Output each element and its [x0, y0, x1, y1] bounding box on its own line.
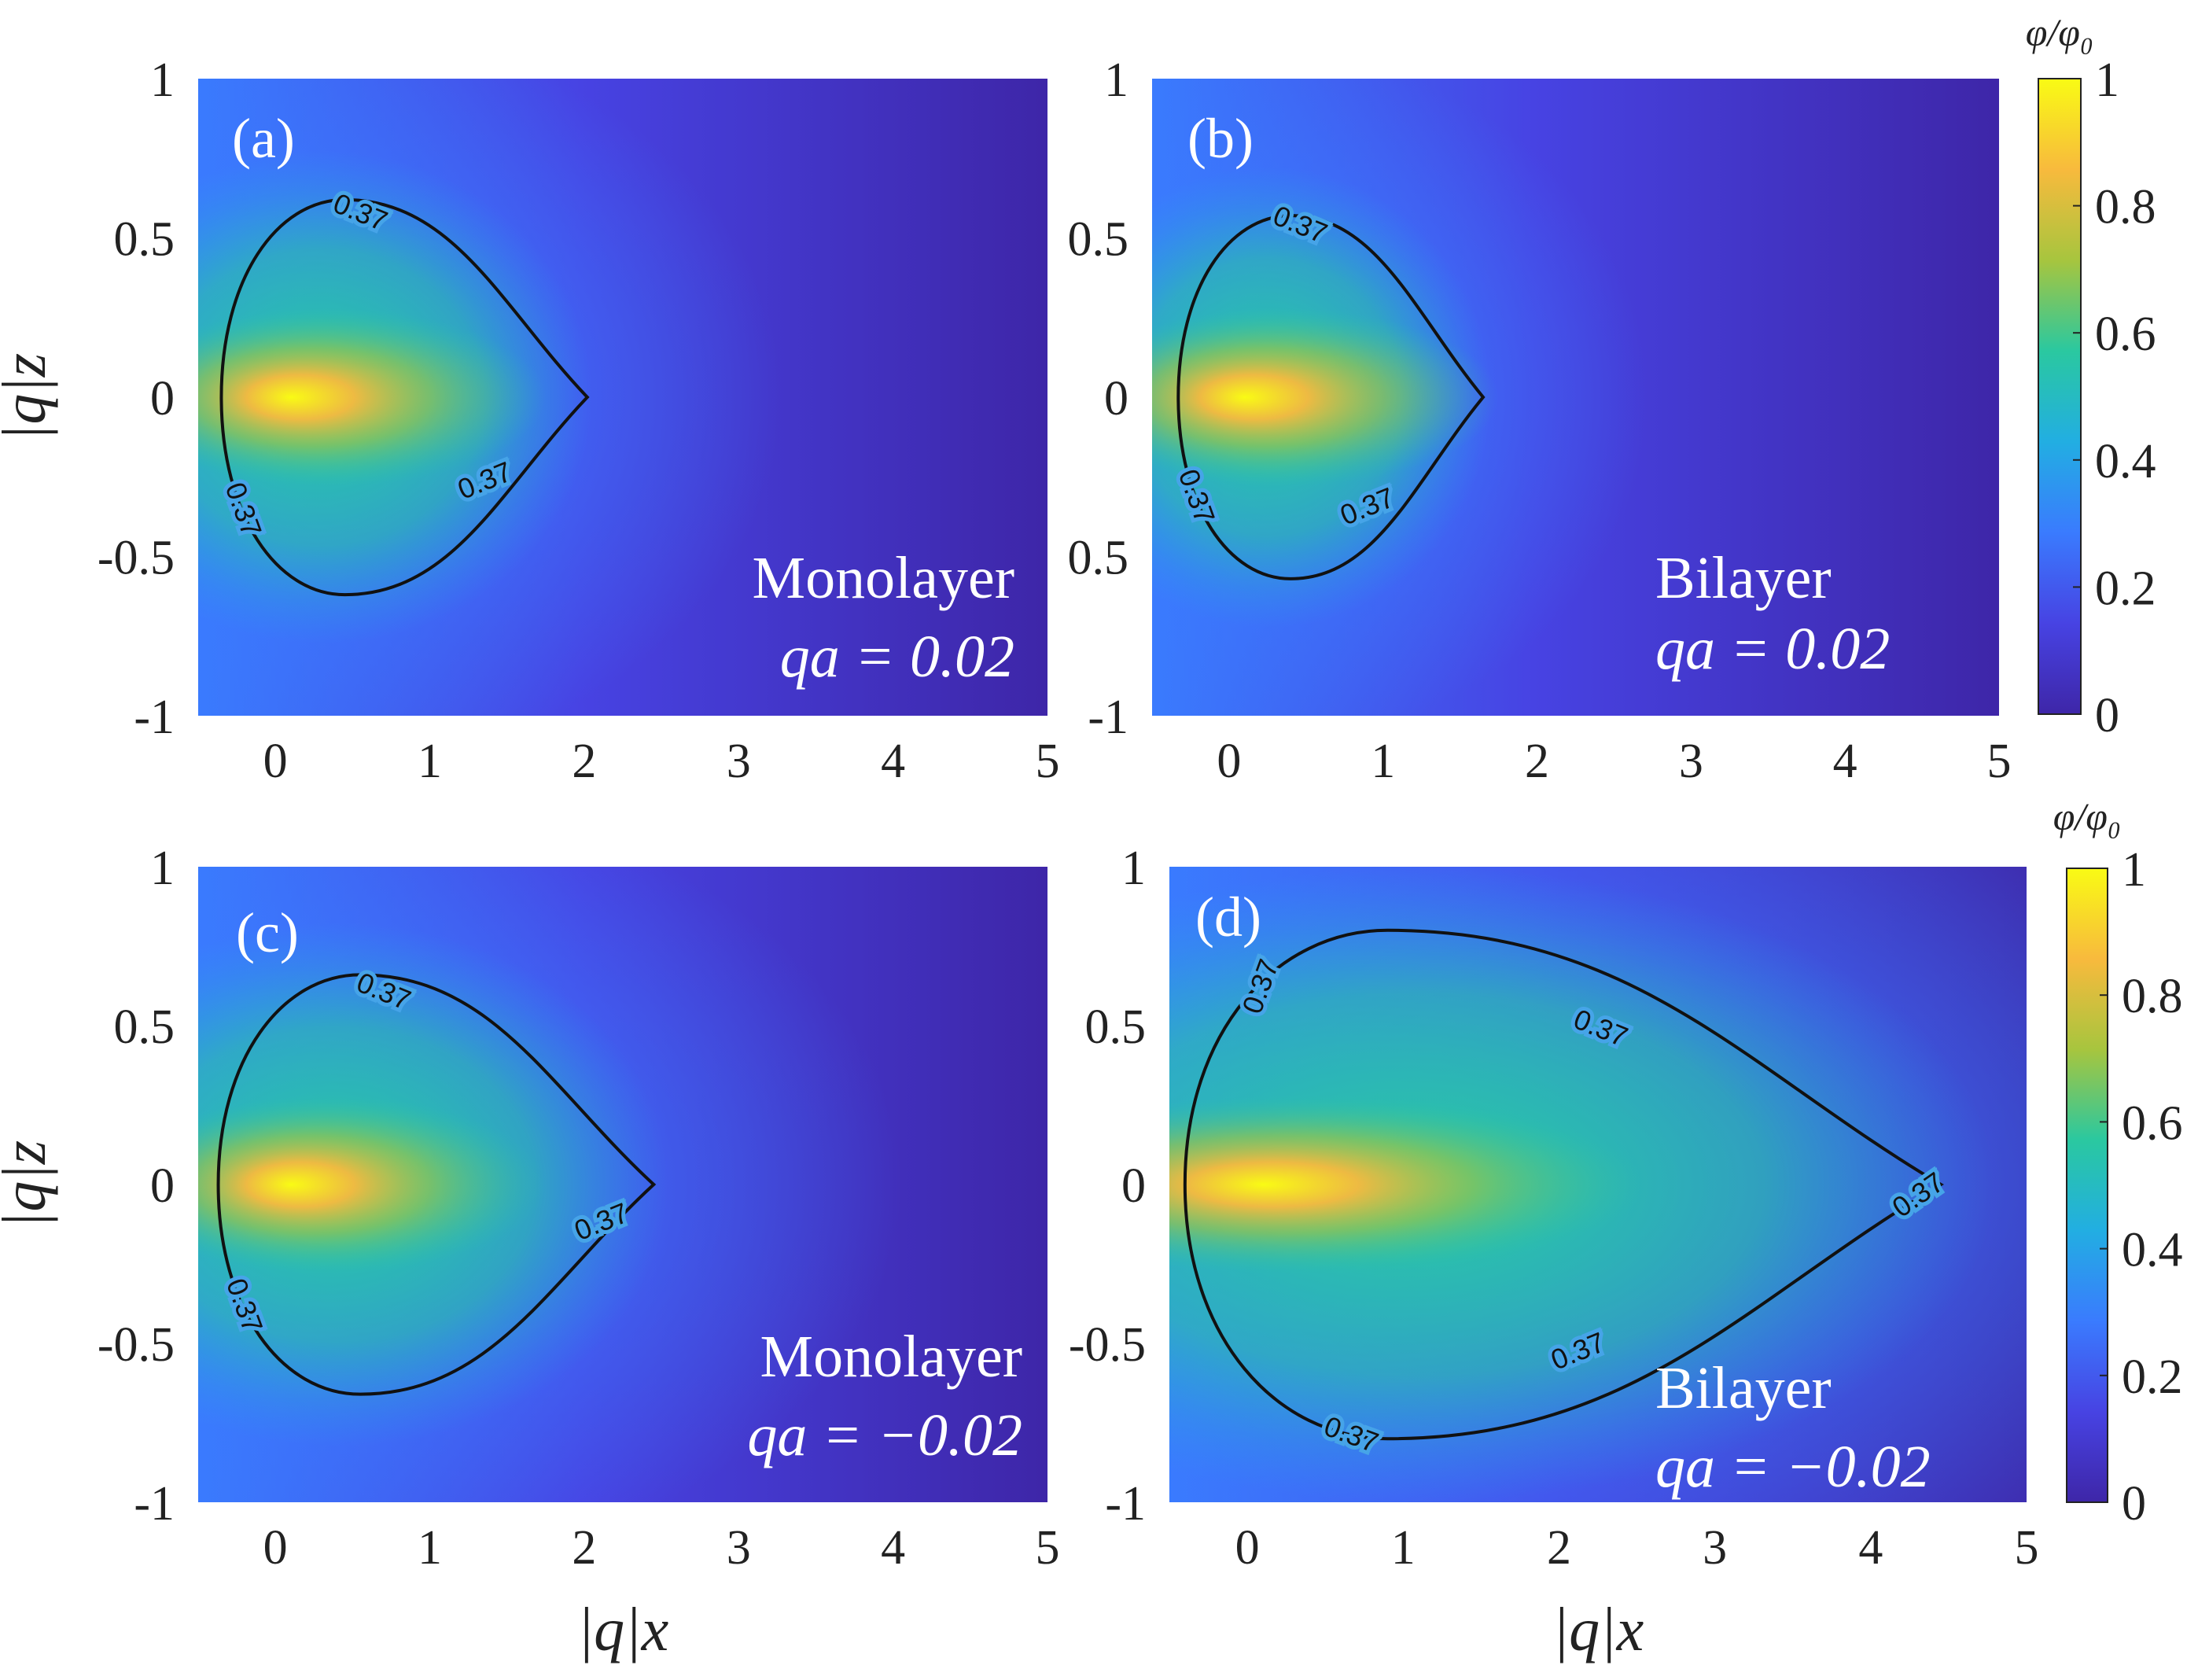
- heatmap-core: [198, 867, 1047, 1502]
- heatmap-core: [1152, 79, 1999, 716]
- x-tick-label: 5: [1036, 735, 1060, 788]
- x-tick-label: 3: [727, 735, 751, 788]
- y-tick-label: 1: [150, 842, 175, 895]
- y-tick-label: 0: [150, 372, 175, 426]
- panel-tag: (b): [1187, 107, 1254, 170]
- x-tick-label: 1: [418, 1521, 442, 1575]
- x-tick-label: 3: [1703, 1521, 1727, 1575]
- contour-line: [216, 973, 657, 1396]
- heatmap-core: [1169, 867, 2027, 1502]
- x-tick-label: 3: [727, 1521, 751, 1575]
- y-tick-label: 0.5: [1068, 213, 1129, 267]
- x-tick-label: 4: [881, 735, 905, 788]
- heatmap-core: [198, 79, 1047, 716]
- y-tick-label: 0: [150, 1159, 175, 1213]
- qa-annotation: qa = 0.02: [780, 624, 1014, 690]
- y-tick-label: 0.5: [1068, 532, 1129, 585]
- x-tick-label: 4: [881, 1521, 905, 1575]
- panel-tag: (a): [232, 107, 295, 170]
- x-tick-label: 2: [572, 735, 596, 788]
- y-tick-label: 1: [150, 53, 175, 107]
- colorbar-title: φ/φ₀: [2053, 794, 2122, 838]
- x-tick-label: 2: [1525, 735, 1549, 788]
- heatmap-field: [1152, 79, 1999, 716]
- panel-d: 0.370.370.370.370.370 1 2 3 4 510.50-0.5-1|q|…: [1069, 842, 2039, 1663]
- y-tick-label: 0.5: [1085, 1000, 1147, 1054]
- colorbar-tick-label: 0: [2095, 689, 2119, 742]
- panel-a: 0.370.37 0.370 1 2 3 4 510.50-0.5-1|q|z(a)Mono…: [0, 53, 1060, 788]
- x-tick-label: 0: [263, 735, 288, 788]
- colorbar-tick-label: 0.4: [2122, 1224, 2183, 1277]
- x-tick-label: 3: [1679, 735, 1703, 788]
- y-tick-label: -1: [134, 1477, 175, 1531]
- x-axis-label: |q|x: [577, 1595, 669, 1663]
- colorbar-gradient: [2038, 78, 2082, 715]
- y-tick-label: 0: [1104, 372, 1128, 426]
- y-tick-label: 1: [1121, 842, 1146, 895]
- heatmap-field: [1169, 867, 2027, 1502]
- x-tick-label: 1: [418, 735, 442, 788]
- heatmap-field: [198, 867, 1047, 1502]
- colorbar-tick-label: 0: [2122, 1477, 2146, 1531]
- colorbar-tick-label: 0.6: [2095, 308, 2156, 361]
- colorbar-tick-label: 0.4: [2095, 435, 2156, 488]
- layer-annotation: Bilayer: [1655, 1355, 1832, 1421]
- x-tick-label: 0: [263, 1521, 288, 1575]
- x-tick-label: 1: [1391, 1521, 1416, 1575]
- y-tick-label: 0.5: [114, 213, 175, 267]
- colorbar-tick-label: 0.2: [2095, 562, 2156, 615]
- y-tick-label: -1: [134, 691, 175, 744]
- x-tick-label: 2: [1547, 1521, 1571, 1575]
- colorbar-tick-label: 0.6: [2122, 1096, 2183, 1150]
- colorbar-tick-label: 0.8: [2095, 181, 2156, 234]
- x-tick-label: 5: [2015, 1521, 2039, 1575]
- colorbar-tick-label: 0.8: [2122, 970, 2183, 1023]
- y-tick-label: -0.5: [98, 1318, 175, 1372]
- colorbar-tick-label: 1: [2122, 843, 2146, 897]
- qa-annotation: qa = 0.02: [1655, 616, 1890, 682]
- y-tick-label: 1: [1104, 53, 1128, 107]
- colorbar-tick-label: 0.2: [2122, 1350, 2183, 1404]
- y-axis-label: |q|z: [0, 353, 58, 441]
- x-tick-label: 5: [1036, 1521, 1060, 1575]
- x-tick-label: 1: [1371, 735, 1395, 788]
- contour-line: [219, 197, 590, 597]
- qa-annotation: qa = −0.02: [1655, 1434, 1931, 1500]
- colorbar-1: 1 0.8 0.6 0.4 0.2 0 φ/φ₀: [2026, 10, 2156, 742]
- y-tick-label: -1: [1105, 1477, 1146, 1531]
- panel-tag: (d): [1195, 886, 1261, 949]
- colorbar-gradient: [2066, 868, 2108, 1503]
- heatmap-field: [198, 79, 1047, 716]
- qa-annotation: qa = −0.02: [747, 1402, 1022, 1468]
- panel-b: 0.370.37 0.370 1 2 3 4 510.500.5-1(b)Bilayerqa…: [1068, 53, 2012, 788]
- contour-line: [1176, 214, 1486, 580]
- x-tick-label: 0: [1217, 735, 1241, 788]
- colorbar-title: φ/φ₀: [2026, 10, 2094, 54]
- y-tick-label: -0.5: [1069, 1318, 1146, 1372]
- panel-tag: (c): [236, 901, 299, 964]
- layer-annotation: Monolayer: [753, 545, 1014, 611]
- x-tick-label: 2: [572, 1521, 596, 1575]
- y-tick-label: 0.5: [114, 1000, 175, 1054]
- y-tick-label: -1: [1088, 691, 1128, 744]
- x-tick-label: 4: [1858, 1521, 1883, 1575]
- contour-line: [1183, 928, 1944, 1441]
- y-axis-label: |q|z: [0, 1140, 58, 1229]
- panel-c: 0.370.370.370 1 2 3 4 510.50-0.5-1|q|z|q|x(c)…: [0, 842, 1060, 1663]
- colorbar-tick-label: 1: [2095, 53, 2119, 107]
- colorbar-2: 1 0.8 0.6 0.4 0.2 0 φ/φ₀: [2053, 794, 2183, 1531]
- x-tick-label: 0: [1235, 1521, 1260, 1575]
- x-tick-label: 5: [1987, 735, 2012, 788]
- layer-annotation: Bilayer: [1655, 545, 1832, 611]
- x-tick-label: 4: [1833, 735, 1857, 788]
- y-tick-label: -0.5: [98, 532, 175, 585]
- x-axis-label: |q|x: [1552, 1595, 1644, 1663]
- y-tick-label: 0: [1121, 1159, 1146, 1213]
- layer-annotation: Monolayer: [760, 1324, 1022, 1390]
